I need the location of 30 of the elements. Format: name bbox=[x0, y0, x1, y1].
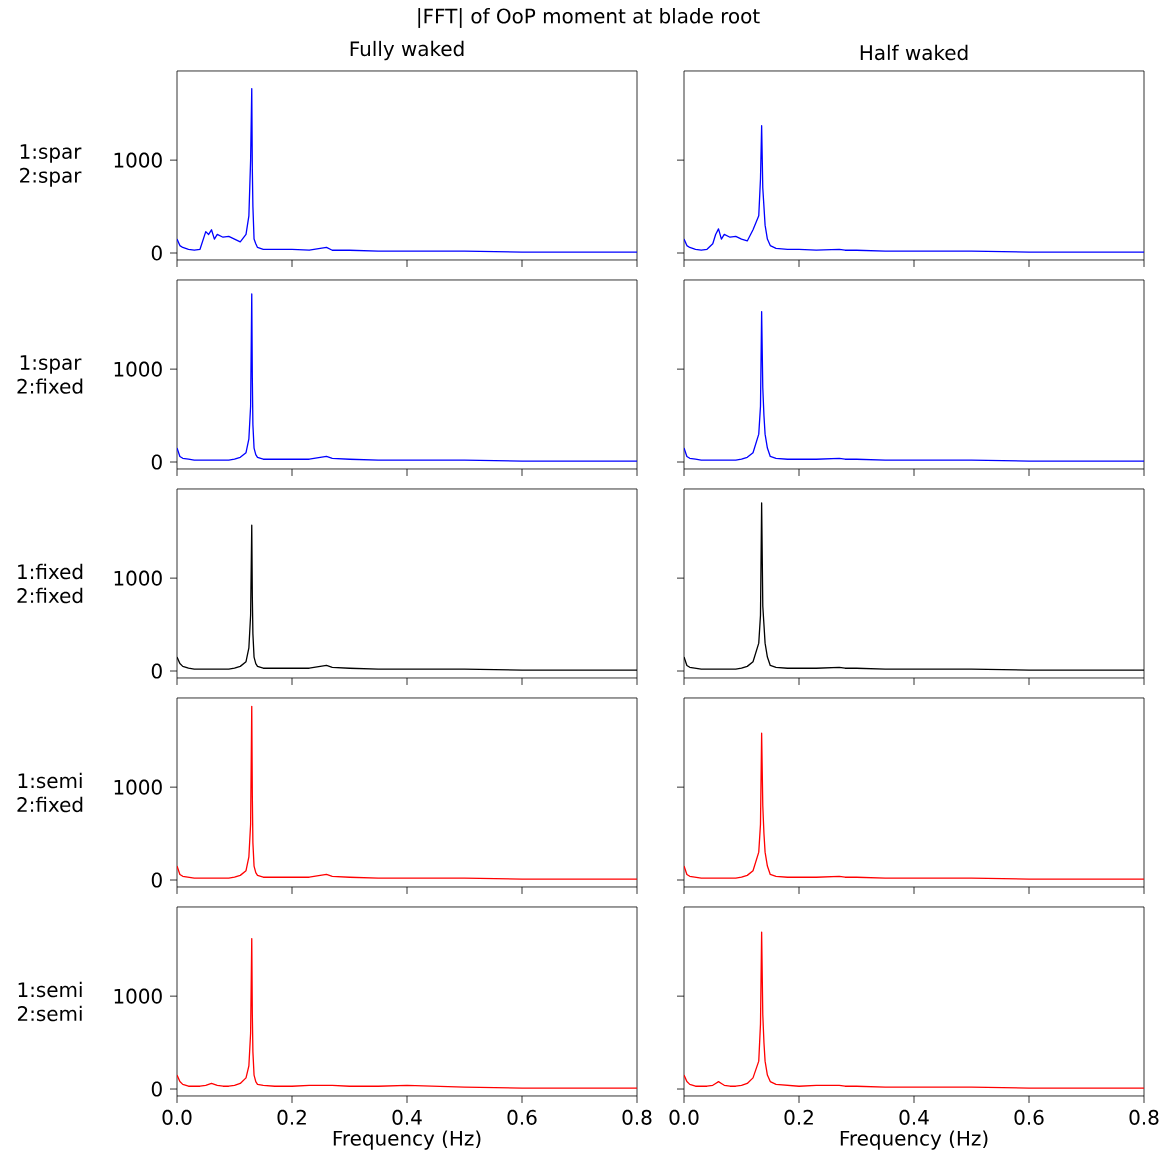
y-tick-label: 0 bbox=[151, 1081, 162, 1097]
y-tick-label: 1000 bbox=[114, 779, 162, 795]
y-tick-label: 1000 bbox=[114, 361, 162, 377]
y-axis-title: 1:spar 2:spar bbox=[20, 144, 82, 187]
x-tick-label: 0.2 bbox=[277, 1109, 306, 1125]
y-axis-title: 1:semi 2:semi bbox=[17, 981, 82, 1022]
y-axis-title: 1:semi 2:fixed bbox=[17, 772, 83, 813]
x-tick-label: 0.0 bbox=[669, 1109, 699, 1125]
y-axis-title: 1:spar 2:fixed bbox=[17, 355, 83, 394]
x-tick-label: 0.8 bbox=[622, 1109, 652, 1125]
y-tick-label: 0 bbox=[151, 872, 162, 888]
x-tick-label: 0.8 bbox=[1129, 1109, 1159, 1125]
x-tick-label: 0.6 bbox=[507, 1109, 537, 1125]
x-tick-label: 0.6 bbox=[1014, 1109, 1044, 1125]
x-tick-label: 0.2 bbox=[784, 1109, 813, 1125]
x-tick-label: 0.4 bbox=[899, 1109, 929, 1125]
chart-subtitle: Fully waked bbox=[350, 40, 464, 61]
x-tick-label: 0.0 bbox=[162, 1109, 192, 1125]
chart-title: Half waked bbox=[860, 44, 968, 61]
x-tick-label: 0.4 bbox=[392, 1109, 422, 1125]
y-tick-label: 1000 bbox=[114, 570, 162, 586]
y-tick-label: 1000 bbox=[114, 988, 162, 1004]
x-axis-title: Frequency (Hz) bbox=[333, 1130, 481, 1150]
y-tick-label: 0 bbox=[151, 454, 162, 470]
y-tick-label: 0 bbox=[151, 663, 162, 679]
x-axis-title: Frequency (Hz) bbox=[840, 1130, 988, 1150]
y-tick-label: 0 bbox=[151, 245, 162, 261]
chart-title: |FFT| of OoP moment at blade root bbox=[418, 8, 760, 28]
y-tick-label: 1000 bbox=[114, 152, 162, 168]
y-axis-title: 1:fixed 2:fixed bbox=[17, 563, 83, 604]
